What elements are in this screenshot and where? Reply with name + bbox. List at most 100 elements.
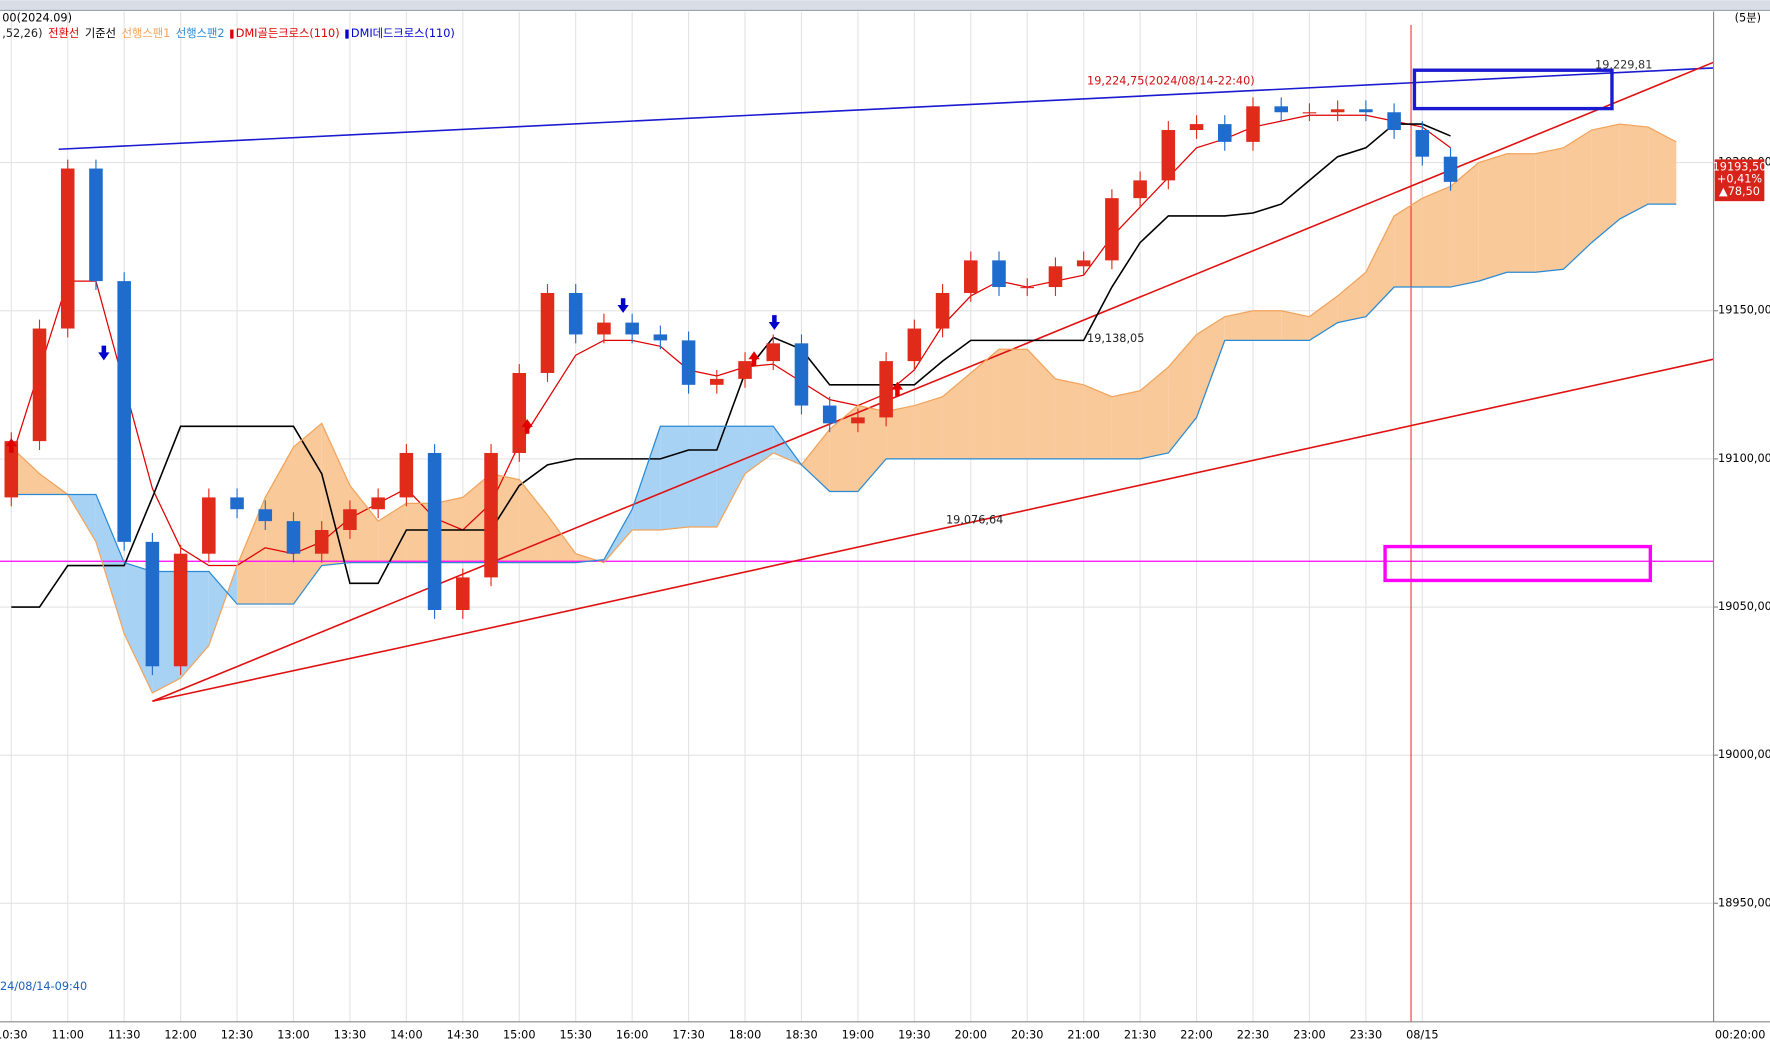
candle-body: [427, 452, 442, 610]
candle-body: [60, 168, 75, 329]
candle-body: [1105, 198, 1119, 261]
x-tick-label: 13:00: [277, 1028, 309, 1041]
legend-entry: ,52,26): [2, 27, 42, 40]
change-pct: +0,41%: [1717, 173, 1763, 186]
cloud-fill: [406, 503, 435, 563]
y-tick-label: 19050,00: [1718, 600, 1770, 613]
cloud-fill: [1563, 130, 1592, 270]
signal-arrow: [521, 419, 533, 434]
change: ▲78,50: [1719, 185, 1760, 198]
candle-body: [822, 405, 837, 424]
indicator-lines: [10, 114, 1677, 694]
cloud-fill: [1450, 162, 1479, 288]
x-tick-label: 11:30: [108, 1028, 140, 1041]
cloud-fill: [1422, 186, 1451, 288]
candle-body: [738, 361, 752, 379]
cloud-fill: [1252, 310, 1282, 341]
x-tick-label: 21:30: [1124, 1028, 1156, 1041]
cloud-fill: [1111, 390, 1141, 459]
interval-label: (5분): [1735, 11, 1761, 24]
instrument-title: 00(2024.09): [2, 11, 72, 24]
candle-body: [117, 281, 131, 542]
cloud-fill: [942, 372, 971, 459]
legend-swatch: [345, 29, 349, 39]
cloud-fill: [716, 426, 746, 528]
signal-arrow: [891, 381, 904, 397]
cloud-fill: [462, 473, 492, 563]
cloud-fill: [321, 423, 350, 566]
cloud-fill: [180, 571, 209, 679]
cloud-fill: [801, 429, 830, 492]
candle-body: [992, 260, 1006, 288]
signal-arrow: [5, 438, 17, 453]
cloud-fill: [547, 515, 576, 563]
candle-body: [653, 334, 668, 341]
x-tick-label: 23:00: [1293, 1028, 1325, 1041]
candle-body: [1387, 112, 1401, 131]
x-tick-label: 19:30: [898, 1028, 930, 1041]
candle-body: [371, 497, 385, 510]
x-tick-label: 17:30: [672, 1028, 704, 1041]
signal-arrows: [5, 298, 904, 453]
x-tick-label: 12:30: [221, 1028, 253, 1041]
x-tick-label: 14:00: [390, 1028, 422, 1041]
cloud-fill: [1478, 153, 1507, 282]
cloud-fill: [1309, 295, 1338, 341]
candle-body: [32, 328, 47, 442]
x-tick-label: 10:30: [0, 1028, 28, 1041]
highlight-box: [1383, 544, 1653, 583]
y-tick-label: 19000,00: [1718, 748, 1770, 761]
candle-body: [1330, 109, 1345, 113]
candles: [4, 97, 1458, 676]
candle-body: [1415, 130, 1430, 157]
cloud-fill: [1394, 198, 1423, 288]
x-tick-label: 20:00: [955, 1028, 987, 1041]
candle-body: [1048, 266, 1063, 288]
cloud-fill: [1027, 349, 1056, 459]
candle-body: [597, 322, 611, 335]
cloud-fill: [1055, 378, 1084, 459]
x-tick-label: 23:30: [1350, 1028, 1382, 1041]
candle-body: [964, 260, 978, 293]
x-tick-label: 22:30: [1237, 1028, 1269, 1041]
annotation: 19,076,64: [946, 514, 1003, 527]
last-price: 19193,50: [1713, 160, 1767, 173]
candle-body: [1302, 112, 1317, 114]
candle-body: [173, 553, 188, 667]
annotation: 19,229,81: [1595, 59, 1652, 72]
legend-entry: 선행스팬2: [176, 27, 225, 40]
annotation: 19,138,05: [1087, 332, 1144, 345]
indicator-line: [11, 203, 1677, 605]
x-tick-label: 14:30: [447, 1028, 479, 1041]
boxes: [1383, 68, 1653, 583]
candle-body: [399, 452, 414, 498]
cloud-fill: [886, 405, 915, 459]
candle-body: [1274, 106, 1288, 113]
cloud-fill: [829, 405, 858, 492]
candle-body: [681, 340, 696, 385]
x-tick-label: 11:00: [51, 1028, 83, 1041]
candle-body: [879, 361, 893, 418]
candle-body: [568, 292, 583, 335]
annotation: 19,224,75(2024/08/14-22:40): [1087, 74, 1255, 87]
cloud-fill: [152, 571, 181, 693]
candle-body: [625, 322, 639, 335]
candle-body: [1246, 106, 1260, 142]
cloud-fill: [378, 503, 407, 563]
cloud-fill: [124, 562, 153, 693]
candle-body: [1076, 260, 1091, 267]
candle-body: [907, 328, 922, 362]
candle-body: [794, 343, 809, 406]
candle-body: [540, 292, 555, 373]
highlight-box: [1412, 68, 1614, 111]
x-tick-label: 16:00: [616, 1028, 648, 1041]
signal-arrow: [748, 351, 760, 366]
legend-entry: DMI데드크로스(110): [351, 27, 455, 40]
x-tick-label: 22:00: [1180, 1028, 1212, 1041]
x-tick-label: 15:30: [559, 1028, 591, 1041]
candle-body: [89, 168, 103, 282]
candle-body: [851, 417, 865, 424]
cloud-fill: [1648, 127, 1677, 205]
legend-entry: 기준선: [85, 27, 116, 40]
